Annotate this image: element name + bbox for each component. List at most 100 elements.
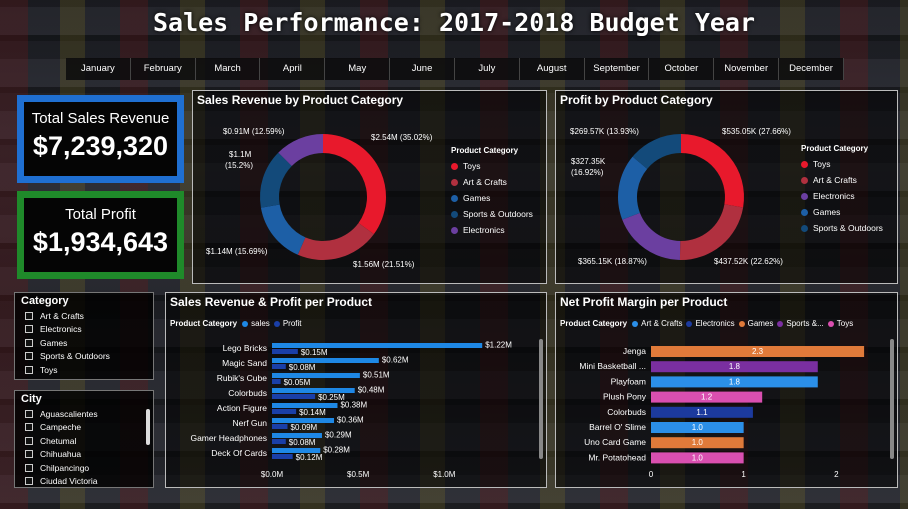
legend-item[interactable]: Toys bbox=[801, 159, 883, 169]
legend-item[interactable]: Toys bbox=[827, 319, 853, 328]
slicer-item[interactable]: Chilpancingo bbox=[15, 461, 153, 475]
sales-data-label: $0.28M bbox=[323, 446, 350, 455]
slicer-item[interactable]: Ciudad Victoria bbox=[15, 475, 153, 488]
margin-bar[interactable] bbox=[651, 361, 818, 373]
checkbox[interactable] bbox=[25, 477, 33, 486]
sales-bar[interactable] bbox=[272, 343, 483, 348]
profit-bar[interactable] bbox=[272, 349, 298, 354]
margin-bar[interactable] bbox=[651, 422, 744, 433]
revenue-donut-chart[interactable]: $2.54M (35.02%) $1.56M (21.51%) $1.14M (… bbox=[193, 109, 548, 284]
margin-bar[interactable] bbox=[651, 346, 865, 357]
profit-donut-panel[interactable]: Profit by Product Category $535.05K (27.… bbox=[555, 90, 898, 284]
profit-bar[interactable] bbox=[272, 379, 281, 384]
legend-item[interactable]: Games bbox=[451, 193, 533, 203]
slicer-item[interactable]: Electronics bbox=[15, 323, 153, 337]
month-march[interactable]: March bbox=[195, 58, 261, 80]
margin-bar[interactable] bbox=[651, 391, 763, 403]
month-july[interactable]: July bbox=[454, 58, 520, 80]
profit-bar[interactable] bbox=[272, 424, 288, 429]
checkbox[interactable] bbox=[25, 423, 33, 432]
checkbox[interactable] bbox=[25, 365, 33, 374]
slicer-item[interactable]: Campeche bbox=[15, 421, 153, 435]
legend-item[interactable]: Sports &... bbox=[777, 319, 824, 328]
month-june[interactable]: June bbox=[390, 58, 455, 80]
donut-slice[interactable] bbox=[679, 204, 744, 260]
slicer-item[interactable]: Art & Crafts bbox=[15, 309, 153, 323]
donut-slice[interactable] bbox=[618, 156, 648, 220]
legend-item[interactable]: Profit bbox=[273, 319, 301, 328]
category-label: Jenga bbox=[623, 346, 646, 356]
sales-bar[interactable] bbox=[272, 403, 338, 408]
checkbox[interactable] bbox=[25, 463, 33, 472]
checkbox[interactable] bbox=[25, 352, 33, 361]
revenue-donut-panel[interactable]: Sales Revenue by Product Category $2.54M… bbox=[192, 90, 547, 284]
checkbox[interactable] bbox=[25, 311, 33, 320]
sales-bar[interactable] bbox=[272, 373, 360, 378]
legend-item[interactable]: Art & Crafts bbox=[801, 175, 883, 185]
checkbox[interactable] bbox=[25, 450, 33, 459]
sales-bar[interactable] bbox=[272, 433, 322, 438]
legend-item[interactable]: Sports & Outdoors bbox=[451, 209, 533, 219]
legend-item[interactable]: Electronics bbox=[801, 191, 883, 201]
margin-bar[interactable] bbox=[651, 406, 753, 418]
donut-slice[interactable] bbox=[297, 222, 374, 260]
legend-dot bbox=[801, 192, 808, 200]
margin-bar[interactable] bbox=[651, 376, 818, 388]
margin-bar-chart[interactable]: Jenga 2.3 Mini Basketball ... 1.8 Playfoam 1.… bbox=[556, 337, 899, 487]
month-january[interactable]: January bbox=[66, 58, 131, 80]
sales-bar[interactable] bbox=[272, 448, 321, 453]
donut-slice[interactable] bbox=[632, 134, 681, 169]
legend-item[interactable]: Electronics bbox=[686, 319, 735, 328]
month-slicer[interactable]: January February March April May June July Augu… bbox=[66, 58, 844, 80]
legend-item[interactable]: Sports & Outdoors bbox=[801, 223, 883, 233]
legend-item[interactable]: sales bbox=[242, 319, 270, 328]
sales-bar[interactable] bbox=[272, 388, 355, 393]
donut-slice[interactable] bbox=[622, 212, 681, 260]
donut-slice[interactable] bbox=[278, 134, 323, 166]
month-october[interactable]: October bbox=[649, 58, 715, 80]
month-august[interactable]: August bbox=[519, 58, 585, 80]
profit-bar[interactable] bbox=[272, 454, 293, 459]
month-april[interactable]: April bbox=[260, 58, 326, 80]
legend-item[interactable]: Electronics bbox=[451, 225, 533, 235]
profit-bar[interactable] bbox=[272, 364, 286, 369]
month-may[interactable]: May bbox=[325, 58, 391, 80]
slicer-item[interactable]: Chihuahua bbox=[15, 448, 153, 462]
profit-donut-chart[interactable]: $535.05K (27.66%) $437.52K (22.62%) $365… bbox=[556, 109, 899, 284]
checkbox[interactable] bbox=[25, 436, 33, 445]
scrollbar[interactable] bbox=[539, 339, 543, 459]
profit-bar[interactable] bbox=[272, 394, 316, 399]
margin-bar[interactable] bbox=[651, 452, 744, 464]
sales-bar[interactable] bbox=[272, 418, 335, 423]
checkbox[interactable] bbox=[25, 338, 33, 347]
month-december[interactable]: December bbox=[779, 58, 844, 80]
profit-bar[interactable] bbox=[272, 409, 297, 414]
month-november[interactable]: November bbox=[714, 58, 780, 80]
margin-bar[interactable] bbox=[651, 437, 744, 449]
month-september[interactable]: September bbox=[584, 58, 650, 80]
slicer-item[interactable]: Aguascalientes bbox=[15, 407, 153, 421]
margin-bar-panel[interactable]: Net Profit Margin per Product Product Ca… bbox=[555, 292, 898, 488]
profit-bar[interactable] bbox=[272, 439, 286, 444]
month-february[interactable]: February bbox=[130, 58, 196, 80]
product-bar-chart[interactable]: Lego Bricks $1.22M $0.15M Magic Sand $0.62M $… bbox=[166, 337, 548, 487]
slicer-item[interactable]: Toys bbox=[15, 363, 153, 377]
donut-slice[interactable] bbox=[260, 204, 306, 255]
slicer-item[interactable]: Sports & Outdoors bbox=[15, 350, 153, 364]
legend-item[interactable]: Games bbox=[738, 319, 773, 328]
slicer-item[interactable]: Chetumal bbox=[15, 434, 153, 448]
slicer-item[interactable]: Games bbox=[15, 336, 153, 350]
donut-slice[interactable] bbox=[260, 152, 292, 208]
donut-slice[interactable] bbox=[681, 134, 744, 208]
sales-bar[interactable] bbox=[272, 358, 379, 363]
legend-item[interactable]: Art & Crafts bbox=[632, 319, 682, 328]
legend-item[interactable]: Art & Crafts bbox=[451, 177, 533, 187]
scrollbar[interactable] bbox=[890, 339, 894, 459]
legend-item[interactable]: Toys bbox=[451, 161, 533, 171]
donut-slice[interactable] bbox=[323, 134, 386, 235]
checkbox[interactable] bbox=[25, 409, 33, 418]
legend-item[interactable]: Games bbox=[801, 207, 883, 217]
scrollbar[interactable] bbox=[146, 409, 150, 445]
product-bar-panel[interactable]: Sales Revenue & Profit per Product Produ… bbox=[165, 292, 547, 488]
checkbox[interactable] bbox=[25, 325, 33, 334]
